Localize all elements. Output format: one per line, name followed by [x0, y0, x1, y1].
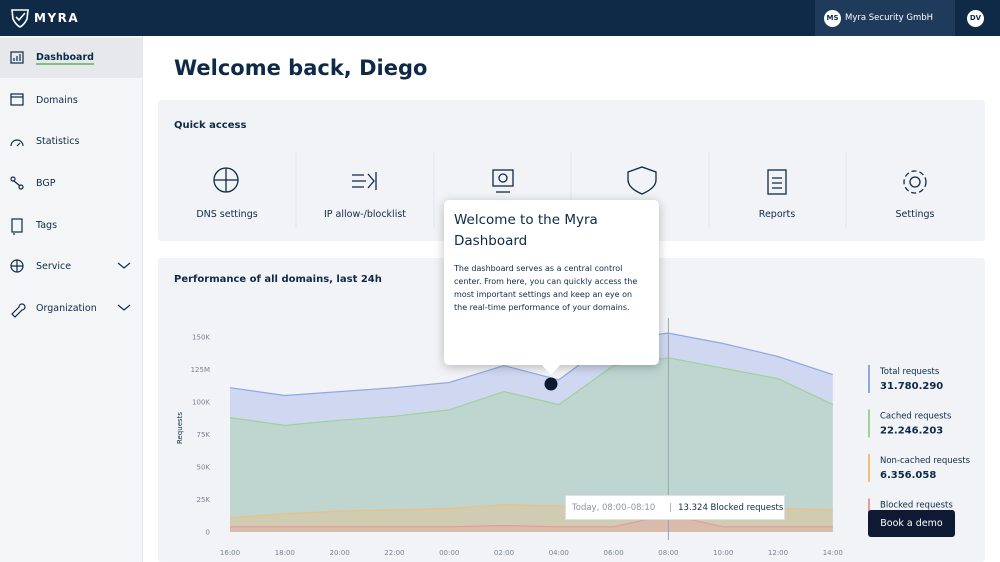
- x-tick-label: 16:00: [220, 549, 240, 557]
- y-tick-label: 150K: [192, 334, 210, 342]
- header: MYRA MS Myra Security GmbH DV: [0, 0, 1000, 36]
- legend-name: Blocked requests: [880, 501, 953, 511]
- area: [230, 357, 833, 532]
- nav-label: Organization: [36, 302, 97, 314]
- x-tick-label: 00:00: [439, 549, 459, 557]
- nav-label: Statistics: [36, 135, 80, 147]
- legend-total: 6.356.058: [880, 470, 936, 481]
- x-tick-label: 12:00: [768, 549, 788, 557]
- org-switcher[interactable]: MS Myra Security GmbH: [815, 0, 955, 36]
- nav-label: Dashboard: [36, 51, 94, 65]
- quick-access-label[interactable]: Reports: [758, 209, 796, 220]
- x-tick-label: 20:00: [330, 549, 350, 557]
- legend-total: 22.246.203: [880, 426, 943, 437]
- popover-body: The dashboard serves as a central contro…: [454, 264, 638, 312]
- quick-access-label[interactable]: DNS settings: [196, 209, 258, 220]
- x-tick-label: 14:00: [823, 549, 843, 557]
- legend-name: Cached requests: [880, 412, 952, 422]
- legend-total: 31.780.290: [880, 381, 943, 392]
- y-tick-label: 25K: [197, 496, 211, 504]
- logo-icon: [11, 9, 29, 28]
- nav-label: BGP: [36, 177, 56, 189]
- performance-title: Performance of all domains, last 24h: [174, 274, 382, 285]
- nav-item[interactable]: Statistics: [0, 121, 143, 161]
- legend-name: Total requests: [879, 367, 940, 377]
- legend-name: Non-cached requests: [880, 456, 971, 466]
- onboarding-popover: Welcome to the Myra Dashboard The dashbo…: [444, 200, 659, 365]
- x-tick-label: 22:00: [384, 549, 404, 557]
- org-name: Myra Security GmbH: [845, 13, 934, 23]
- y-tick-label: 0: [206, 529, 210, 537]
- brand: MYRA: [34, 11, 80, 25]
- nav-item[interactable]: Service: [0, 246, 143, 286]
- x-tick-label: 06:00: [604, 549, 624, 557]
- x-tick-label: 08:00: [658, 549, 678, 557]
- x-tick-label: 10:00: [713, 549, 733, 557]
- x-tick-label: 18:00: [275, 549, 295, 557]
- y-tick-label: 125M: [191, 366, 210, 374]
- hover-tooltip: Today, 08:00–08:10 | 13.324 Blocked requ…: [565, 495, 785, 520]
- org-avatar: MS: [824, 10, 841, 27]
- y-tick-label: 100K: [192, 399, 210, 407]
- area-line: [229, 332, 833, 397]
- book-demo-button[interactable]: Book a demo: [868, 510, 955, 537]
- y-axis-label: Requests: [176, 412, 184, 444]
- area: [230, 333, 833, 532]
- welcome-heading: Welcome back, Diego: [174, 56, 428, 80]
- y-tick-label: 75K: [197, 431, 211, 439]
- nav-item[interactable]: Organization: [0, 288, 143, 328]
- user-avatar[interactable]: DV: [967, 10, 984, 27]
- quick-access-title: Quick access: [174, 120, 247, 131]
- y-tick-label: 50K: [197, 464, 211, 472]
- nav-item[interactable]: BGP: [0, 163, 143, 203]
- nav-label: Domains: [36, 94, 78, 106]
- nav-label: Service: [36, 260, 72, 272]
- quick-access-label[interactable]: IP allow-/blocklist: [323, 209, 407, 220]
- nav-item[interactable]: Domains: [0, 80, 143, 120]
- area-line: [229, 357, 834, 427]
- nav-label: Tags: [36, 219, 58, 231]
- nav-item[interactable]: Dashboard: [0, 38, 143, 78]
- area-line: [230, 514, 833, 528]
- x-tick-label: 02:00: [494, 549, 514, 557]
- nav-icons: [10, 51, 131, 318]
- tooltip-time: Today, 08:00–08:10: [572, 502, 656, 513]
- popover-title: Welcome to the Myra Dashboard: [454, 212, 598, 249]
- popover-pointer: [541, 364, 561, 391]
- quick-access-icons: [213, 152, 927, 228]
- sidebar: Dashboard Domains Statistics BGP Tags Se…: [0, 36, 143, 562]
- x-tick-label: 04:00: [549, 549, 569, 557]
- nav-item[interactable]: Tags: [0, 205, 143, 245]
- tooltip-value: 13.324 Blocked requests: [678, 502, 784, 513]
- quick-access-label[interactable]: Settings: [895, 209, 935, 220]
